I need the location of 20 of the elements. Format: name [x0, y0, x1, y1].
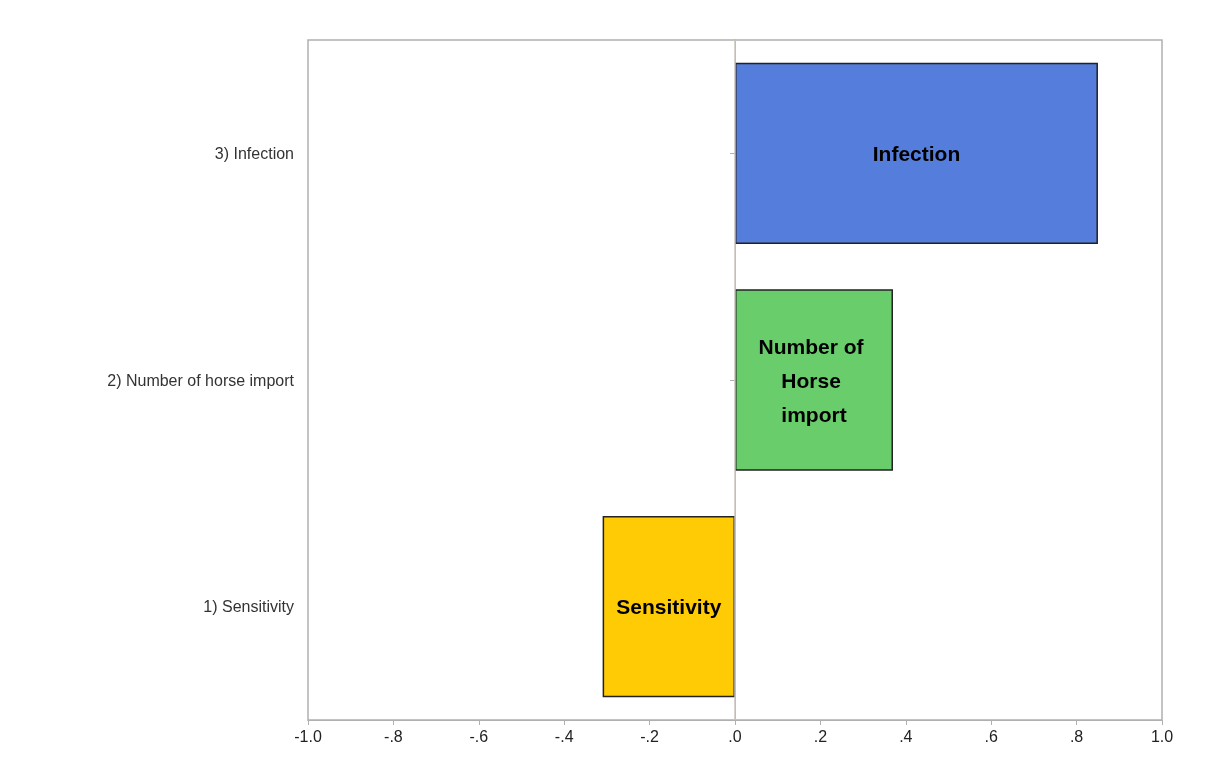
data-label: Sensitivity: [616, 595, 722, 619]
x-tick-label: .0: [728, 727, 742, 745]
x-tick-label: -.8: [384, 727, 403, 745]
x-tick-label: -.2: [640, 727, 660, 745]
y-tick-label: 3) Infection: [214, 144, 294, 162]
x-tick-label: .2: [813, 727, 828, 745]
data-label: Infection: [872, 141, 961, 165]
y-tick-label: 1) Sensitivity: [203, 598, 294, 616]
x-tick-label: .6: [984, 727, 998, 745]
x-tick-label: .8: [1069, 727, 1084, 745]
bar: [735, 62, 1098, 244]
y-tick-label: 2) Number of horse import: [107, 371, 295, 389]
x-tick-label: -.4: [554, 727, 574, 745]
bar: [735, 289, 893, 471]
x-tick-label: -.6: [469, 727, 489, 745]
data-label: Number of Horse import: [758, 334, 870, 426]
x-tick-label: .4: [899, 727, 913, 745]
x-tick-label: -1.0: [294, 727, 322, 745]
bar: [602, 516, 735, 698]
x-tick-label: 1.0: [1150, 727, 1174, 745]
